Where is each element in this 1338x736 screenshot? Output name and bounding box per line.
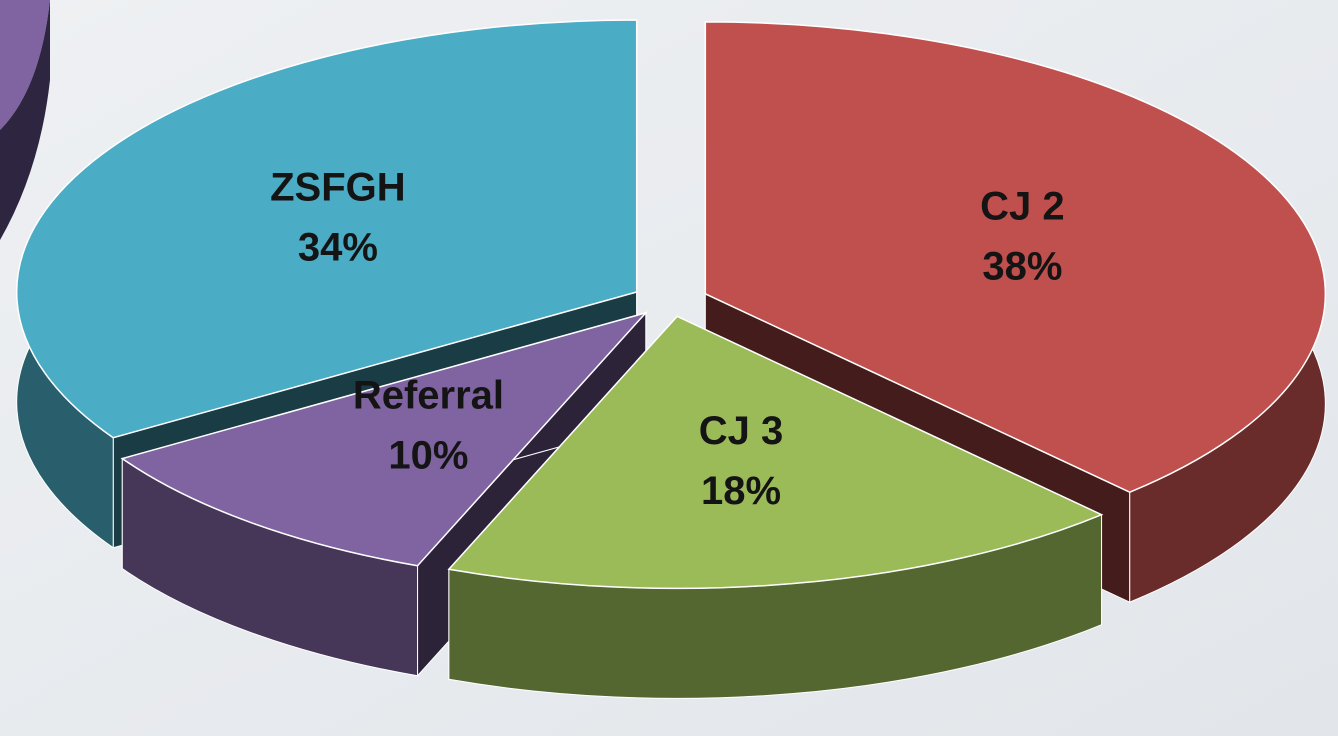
slice [704,21,1327,493]
decoration [0,0,50,130]
slice-value-label: 34% [298,225,378,269]
slice-value-label: 38% [982,244,1062,288]
slice [15,19,638,439]
slice-value-label: 10% [388,434,468,478]
slice-group [447,315,1104,699]
slice-label: ZSFGH [270,165,406,209]
decoration [0,0,50,240]
slice-label: Referral [353,374,504,418]
slice [120,311,649,567]
slice-value-label: 18% [701,469,781,513]
slice-label: CJ 3 [699,409,784,453]
pie: CJ 2 38% CJ 3 18% Referral 10% ZSFGH 34% [15,19,1327,699]
slice [447,315,1104,590]
slice-label: CJ 2 [980,184,1065,228]
